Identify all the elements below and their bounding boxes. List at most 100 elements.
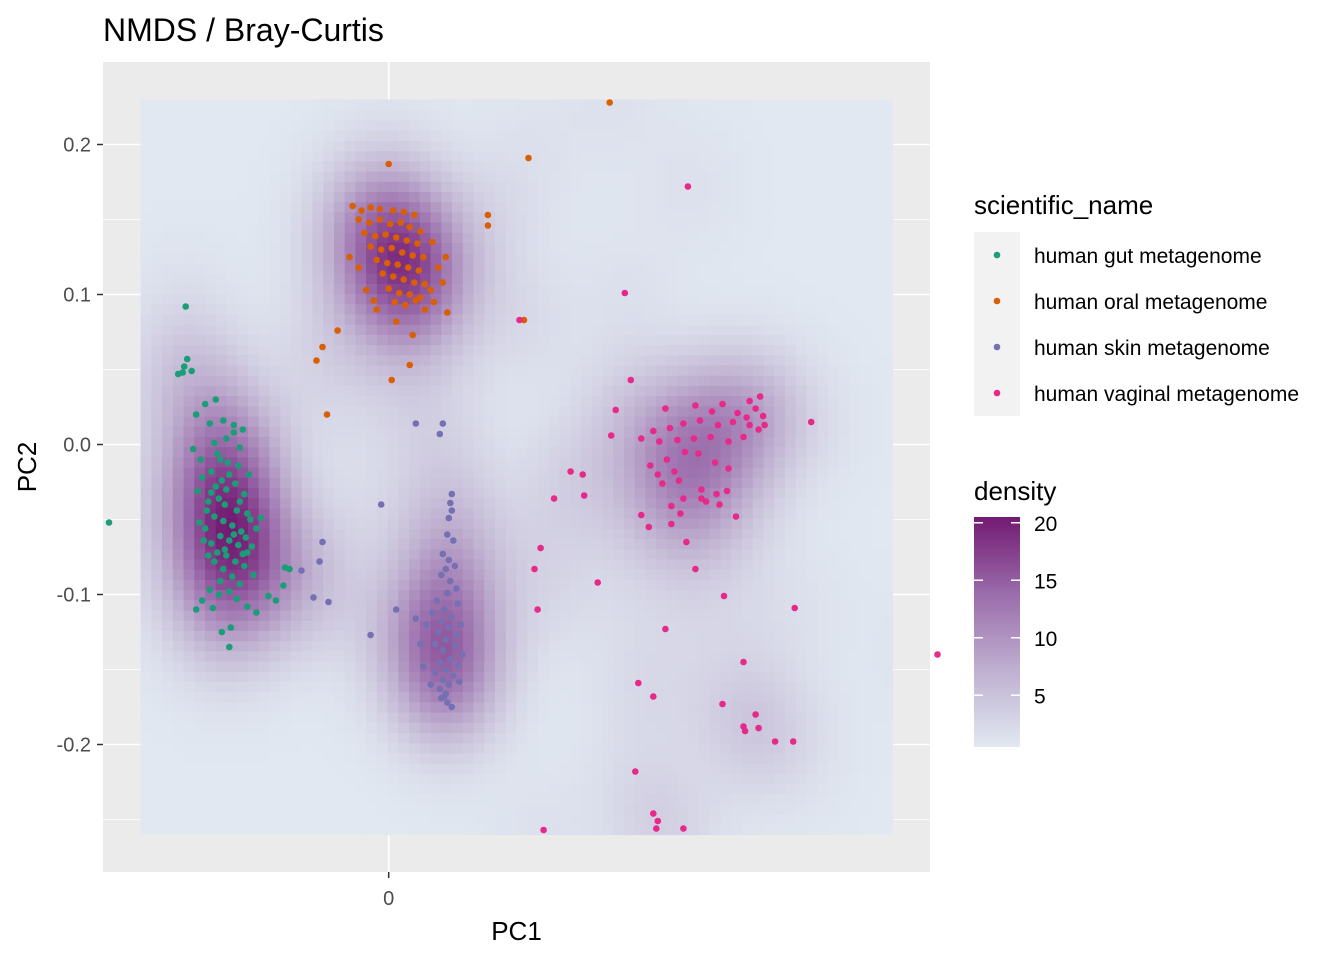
density-cell (537, 701, 550, 713)
density-cell (742, 344, 754, 356)
density-cell (505, 497, 518, 509)
density-cell (495, 222, 507, 233)
density-cell (237, 477, 249, 489)
density-cell (548, 344, 561, 356)
density-cell (849, 364, 861, 376)
density-cell (226, 691, 238, 703)
density-cell (280, 497, 292, 509)
density-cell (430, 701, 442, 713)
density-cell (290, 283, 303, 295)
density-cell (355, 763, 367, 774)
density-cell (870, 395, 883, 407)
density-cell (688, 548, 700, 560)
density-cell (774, 477, 786, 489)
density-cell (237, 630, 249, 642)
density-cell (752, 528, 765, 540)
density-cell (398, 589, 410, 601)
density-cell (323, 569, 335, 580)
density-cell (462, 313, 475, 325)
density-cell (430, 109, 442, 121)
density-cell (537, 232, 550, 244)
density-cell (323, 558, 335, 570)
density-cell (495, 783, 507, 795)
density-cell (677, 150, 689, 162)
density-cell (430, 732, 442, 744)
density-cell (688, 293, 700, 305)
density-cell (484, 569, 496, 580)
density-cell (548, 609, 561, 621)
density-cell (570, 170, 582, 182)
density-cell (355, 385, 367, 397)
density-cell (720, 232, 732, 244)
density-cell (495, 405, 507, 417)
density-cell (452, 109, 464, 121)
density-cell (677, 119, 689, 131)
density-cell (881, 313, 894, 325)
density-cell (666, 691, 679, 703)
density-cell (645, 650, 657, 662)
density-cell (516, 385, 528, 397)
density-cell (162, 548, 174, 560)
density-cell (473, 130, 485, 141)
density-cell (205, 640, 217, 652)
density-cell (817, 487, 829, 499)
density-cell (548, 671, 561, 682)
density-cell (183, 375, 195, 386)
density-cell (516, 201, 528, 213)
density-cell (452, 763, 464, 774)
density-cell (838, 722, 851, 734)
density-cell (709, 773, 722, 785)
density-cell (602, 395, 614, 407)
density-cell (763, 793, 775, 805)
density-cell (151, 824, 163, 836)
density-cell (473, 579, 485, 591)
density-cell (516, 599, 528, 611)
density-cell (247, 579, 260, 591)
density-cell (398, 528, 410, 540)
density-cell (290, 293, 303, 305)
density-cell (570, 467, 582, 478)
density-cell (677, 538, 689, 550)
density-cell (656, 415, 668, 427)
density-cell (333, 426, 346, 437)
density-cell (344, 783, 356, 795)
density-cell (602, 222, 614, 233)
density-cell (688, 160, 700, 172)
density-cell (731, 170, 743, 182)
density-cell (226, 507, 238, 519)
density-cell (237, 783, 249, 795)
density-cell (430, 436, 442, 448)
density-cell (183, 722, 195, 734)
density-cell (516, 477, 528, 489)
density-cell (151, 814, 163, 825)
density-cell (591, 691, 604, 703)
density-cell (860, 324, 872, 335)
density-cell (462, 201, 475, 213)
density-cell (795, 599, 808, 611)
density-cell (473, 109, 485, 121)
density-cell (333, 293, 346, 305)
density-cell (366, 232, 378, 244)
density-cell (602, 283, 614, 295)
density-cell (623, 650, 636, 662)
density-cell (527, 803, 539, 815)
density-cell (473, 742, 485, 754)
density-cell (838, 211, 851, 223)
density-cell (623, 293, 636, 305)
density-cell (462, 170, 475, 182)
density-cell (452, 803, 464, 815)
density-cell (709, 364, 722, 376)
density-cell (151, 650, 163, 662)
density-cell (258, 232, 271, 244)
density-cell (537, 130, 550, 141)
density-cell (398, 181, 410, 192)
density-cell (409, 109, 421, 121)
density-cell (806, 671, 818, 682)
density-cell (237, 232, 249, 244)
density-cell (151, 752, 163, 764)
density-cell (441, 701, 453, 713)
density-cell (215, 773, 228, 785)
density-cell (409, 681, 421, 693)
density-cell (258, 303, 271, 315)
density-cell (505, 242, 518, 254)
